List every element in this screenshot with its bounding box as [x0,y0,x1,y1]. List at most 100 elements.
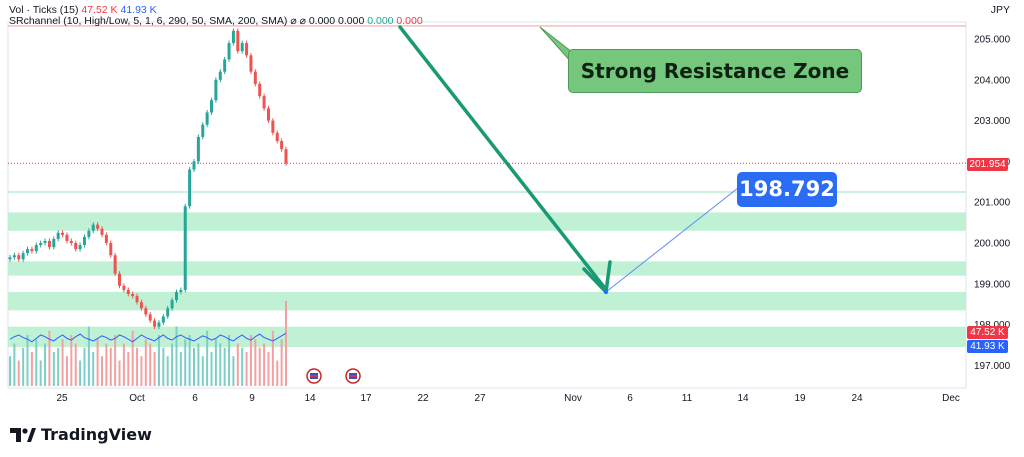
y-axis-tick-label: 204.000 [974,75,1011,86]
candle-body [139,302,143,309]
volume-bar [83,347,86,386]
y-axis-tick-label: 198.000 [974,320,1011,331]
volume-bar [157,335,160,386]
support-zone-1 [8,212,966,231]
x-axis-tick-label: 17 [360,393,372,404]
volume-bar [206,330,209,386]
volume-legend-value-1: 47.52 K [81,4,118,16]
volume-bar [223,347,226,386]
resistance-zone-label[interactable]: Strong Resistance Zone [568,49,862,93]
y-axis-tick-label: 205.000 [974,35,1011,46]
volume-bar [249,335,252,386]
volume-bar [114,335,117,386]
candle-body [192,161,196,170]
volume-legend-value-2: 41.93 K [120,4,157,16]
candle-body [34,245,38,252]
candle-body [122,285,126,290]
volume-bar [188,335,191,386]
x-axis-tick-label: 14 [737,393,749,404]
volume-bar [232,356,235,386]
candle-body [39,243,43,246]
volume-bar [39,360,42,386]
volume-bar [236,343,239,386]
target-price-label[interactable]: 198.792 [737,172,837,207]
candle-body [17,255,21,260]
support-zone-4 [8,326,966,348]
candle-body [205,112,209,125]
volume-bar [245,352,248,386]
target-point [603,289,609,295]
candle-body [82,236,86,246]
candle-body [52,238,56,248]
srchannel-legend-symbols: ⌀ ⌀ [290,15,306,27]
x-axis-tick-label: Dec [942,393,960,404]
volume-bar [57,347,60,386]
candle-body [100,228,104,235]
volume-legend: Vol · Ticks (15) 47.52 K 41.93 K [9,4,157,16]
x-axis-tick-label: 6 [627,393,633,404]
y-axis-tick-label: 203.000 [974,116,1011,127]
last-price-tag: 201.954 [967,158,1008,171]
x-axis-tick-label: 9 [249,393,255,404]
volume-bar [105,343,108,386]
x-axis-tick-label: 14 [304,393,316,404]
candle-body [56,232,60,239]
candle-body [201,124,205,137]
tradingview-logo[interactable]: TradingView [10,425,152,444]
volume-tag-1: 47.52 K [967,326,1008,339]
volume-bar [109,347,112,386]
volume-bar [149,343,152,386]
candle-body [188,169,192,207]
volume-bar [214,339,217,386]
volume-bar [136,347,139,386]
srchannel-legend-value-1: 0.000 [308,15,336,27]
candle-body [153,320,157,327]
volume-bar [166,356,169,386]
volume-bar [17,360,20,386]
volume-bar [285,301,287,386]
volume-bar [276,360,279,386]
candle-body [284,149,288,164]
volume-bar [197,343,200,386]
x-axis-tick-label: 24 [851,393,863,404]
volume-bar [79,360,82,386]
volume-bar [280,339,283,386]
srchannel-legend: SRchannel (10, High/Low, 5, 1, 6, 290, 5… [9,15,423,27]
tradingview-icon [10,427,36,442]
candle-body [113,255,117,274]
volume-bar [9,356,11,386]
srchannel-legend-label: SRchannel (10, High/Low, 5, 1, 6, 290, 5… [9,15,288,27]
volume-bar [101,356,103,386]
x-axis-tick-label: 22 [417,393,429,404]
volume-bar [96,339,99,386]
candle-body [47,240,51,248]
candle-body [170,300,174,309]
y-axis-tick-label: 197.000 [974,361,1011,372]
volume-bar [118,360,121,386]
volume-bar [70,335,73,386]
candle-body [161,316,165,323]
candle-body [131,294,135,297]
volume-bar [30,352,33,386]
candle-body [118,273,122,286]
volume-bar [131,330,134,386]
candle-body [266,108,270,121]
currency-label[interactable]: JPY [990,4,1010,16]
candle-body [253,71,257,84]
candle-body [249,55,253,72]
x-axis-tick-label: Nov [564,393,582,404]
y-axis-tick-label: 200.000 [974,239,1011,250]
candle-body [245,43,249,56]
candle-body [148,314,152,321]
volume-bar [210,352,213,386]
y-axis-tick-label: 201.000 [974,198,1011,209]
volume-bar [171,343,174,386]
volume-bar [144,339,147,386]
candle-body [43,240,47,243]
candle-body [218,71,222,80]
downtrend-arrow-shaft [398,25,606,289]
volume-bar [61,339,64,386]
candle-body [12,255,16,258]
srchannel-legend-value-3: 0.000 [367,15,394,27]
